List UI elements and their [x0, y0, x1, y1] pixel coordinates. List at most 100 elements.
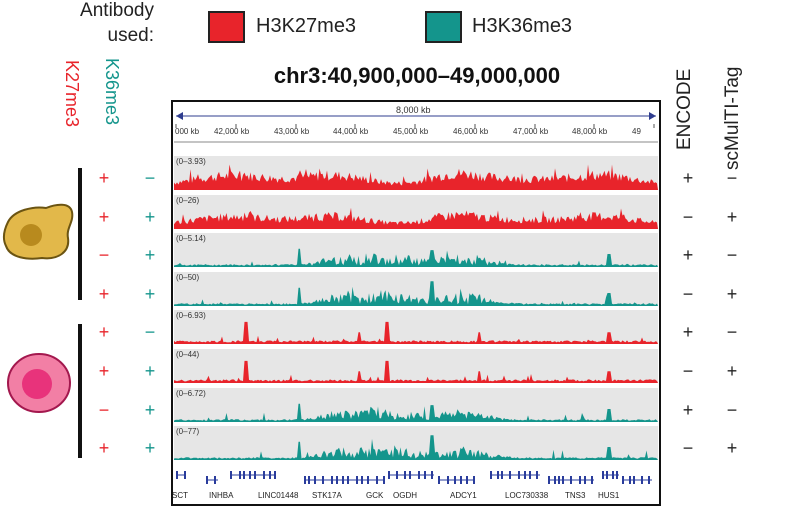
gene-exon — [562, 476, 564, 484]
sign-encode: + — [682, 245, 694, 266]
column-header-k36me3: K36me3 — [102, 58, 122, 126]
signal-track: (0–3.93) — [174, 156, 658, 190]
gene-exon — [418, 471, 420, 479]
track-range-label: (0–26) — [176, 195, 200, 205]
signal-profile — [174, 403, 658, 422]
signal-track-plot — [174, 207, 658, 229]
sign-encode: − — [682, 283, 694, 304]
gene-exon — [473, 476, 475, 484]
gene-exon — [254, 471, 256, 479]
sign-k36: + — [144, 206, 156, 227]
ruler-tick-label: 000 kb — [175, 127, 200, 136]
gene-exon — [230, 471, 232, 479]
gene-exon — [388, 471, 390, 479]
gene-exon — [602, 471, 604, 479]
ruler-tick-label: 43,000 kb — [274, 127, 310, 136]
gene-exon — [612, 471, 614, 479]
gene-exon — [361, 476, 363, 484]
ruler-tick-label: 44,000 kb — [333, 127, 369, 136]
gene-exon — [524, 471, 526, 479]
sign-scmultitag: − — [726, 168, 738, 188]
legend-title: Antibody used: — [80, 0, 154, 46]
gene-exon — [460, 476, 462, 484]
signal-profile — [174, 207, 658, 229]
gene-exon — [184, 471, 186, 479]
gene-exon — [591, 476, 593, 484]
gene-label: TNS3 — [565, 491, 586, 500]
sign-k27: + — [98, 206, 110, 227]
sign-k27: + — [98, 361, 110, 381]
gene-exon — [239, 471, 241, 479]
signal-track-plot — [174, 403, 658, 422]
sign-scmultitag: − — [726, 322, 738, 343]
legend-swatch-h3k36me3 — [425, 11, 462, 43]
ruler-tick-label: 42,000 kb — [214, 127, 250, 136]
sign-encode: − — [682, 438, 694, 459]
sign-k36: + — [144, 283, 156, 304]
gene-label: SCT — [172, 491, 188, 500]
sign-k36: + — [144, 245, 156, 266]
gene-exon — [584, 476, 586, 484]
sign-k27: + — [98, 438, 110, 459]
track-range-label: (0–6.93) — [176, 311, 206, 321]
signal-track: (0–6.72) — [174, 387, 658, 422]
gene-exon — [606, 471, 608, 479]
sign-encode: − — [682, 361, 694, 381]
gene-exon — [648, 476, 650, 484]
gene-exon — [466, 476, 468, 484]
signal-profile — [174, 435, 658, 461]
gene-exon — [518, 471, 520, 479]
gene-exon — [501, 471, 503, 479]
signal-track: (0–50) — [174, 271, 658, 306]
gene-exon — [447, 476, 449, 484]
signal-profile — [174, 164, 658, 190]
cell-type-2-icon — [7, 353, 71, 413]
legend-swatch-h3k27me3 — [208, 11, 245, 43]
gene-exon — [558, 476, 560, 484]
gene-exon — [214, 476, 216, 484]
gene-exon — [376, 476, 378, 484]
sign-scmultitag: + — [726, 283, 738, 304]
gene-exon — [579, 476, 581, 484]
gene-exon — [396, 471, 398, 479]
gene-exon — [497, 471, 499, 479]
gene-exon — [509, 471, 511, 479]
gene-exon — [336, 476, 338, 484]
gene-label: GCK — [366, 491, 384, 500]
ruler-tick-label: 45,000 kb — [393, 127, 429, 136]
ruler-tick-label: 48,000 kb — [572, 127, 608, 136]
ruler-span-label: 8,000 kb — [394, 105, 433, 115]
signal-track: (0–6.93) — [174, 310, 658, 345]
gene-label: HUS1 — [598, 491, 620, 500]
signal-track-plot — [174, 360, 658, 383]
gene-exon — [249, 471, 251, 479]
sign-k36: + — [144, 438, 156, 459]
gene-label: LINC01448 — [258, 491, 299, 500]
gene-exon — [322, 476, 324, 484]
group-bracket-cell1 — [78, 168, 82, 300]
legend-label-h3k36me3: H3K36me3 — [472, 15, 573, 37]
signal-profile — [174, 360, 658, 383]
ruler-tick-label: 49 — [632, 127, 641, 136]
sign-scmultitag: + — [726, 361, 738, 381]
signal-track-plot — [174, 435, 658, 461]
sign-encode: + — [682, 322, 694, 343]
sign-encode: − — [682, 206, 694, 227]
gene-label: STK17A — [312, 491, 342, 500]
gene-exon — [263, 471, 265, 479]
gene-exon — [176, 471, 178, 479]
track-range-label: (0–6.72) — [176, 388, 206, 398]
gene-exon — [529, 471, 531, 479]
group-bracket-cell2 — [78, 324, 82, 458]
gene-exon — [342, 476, 344, 484]
sign-k27: − — [98, 245, 110, 266]
gene-exon — [269, 471, 271, 479]
gene-label: INHBA — [209, 491, 234, 500]
signal-track: (0–44) — [174, 349, 658, 383]
gene-exon — [554, 476, 556, 484]
ruler-tick-label: 46,000 kb — [453, 127, 489, 136]
gene-exon — [622, 476, 624, 484]
sign-k36: + — [144, 361, 156, 381]
gene-exon — [331, 476, 333, 484]
gene-exon — [490, 471, 492, 479]
